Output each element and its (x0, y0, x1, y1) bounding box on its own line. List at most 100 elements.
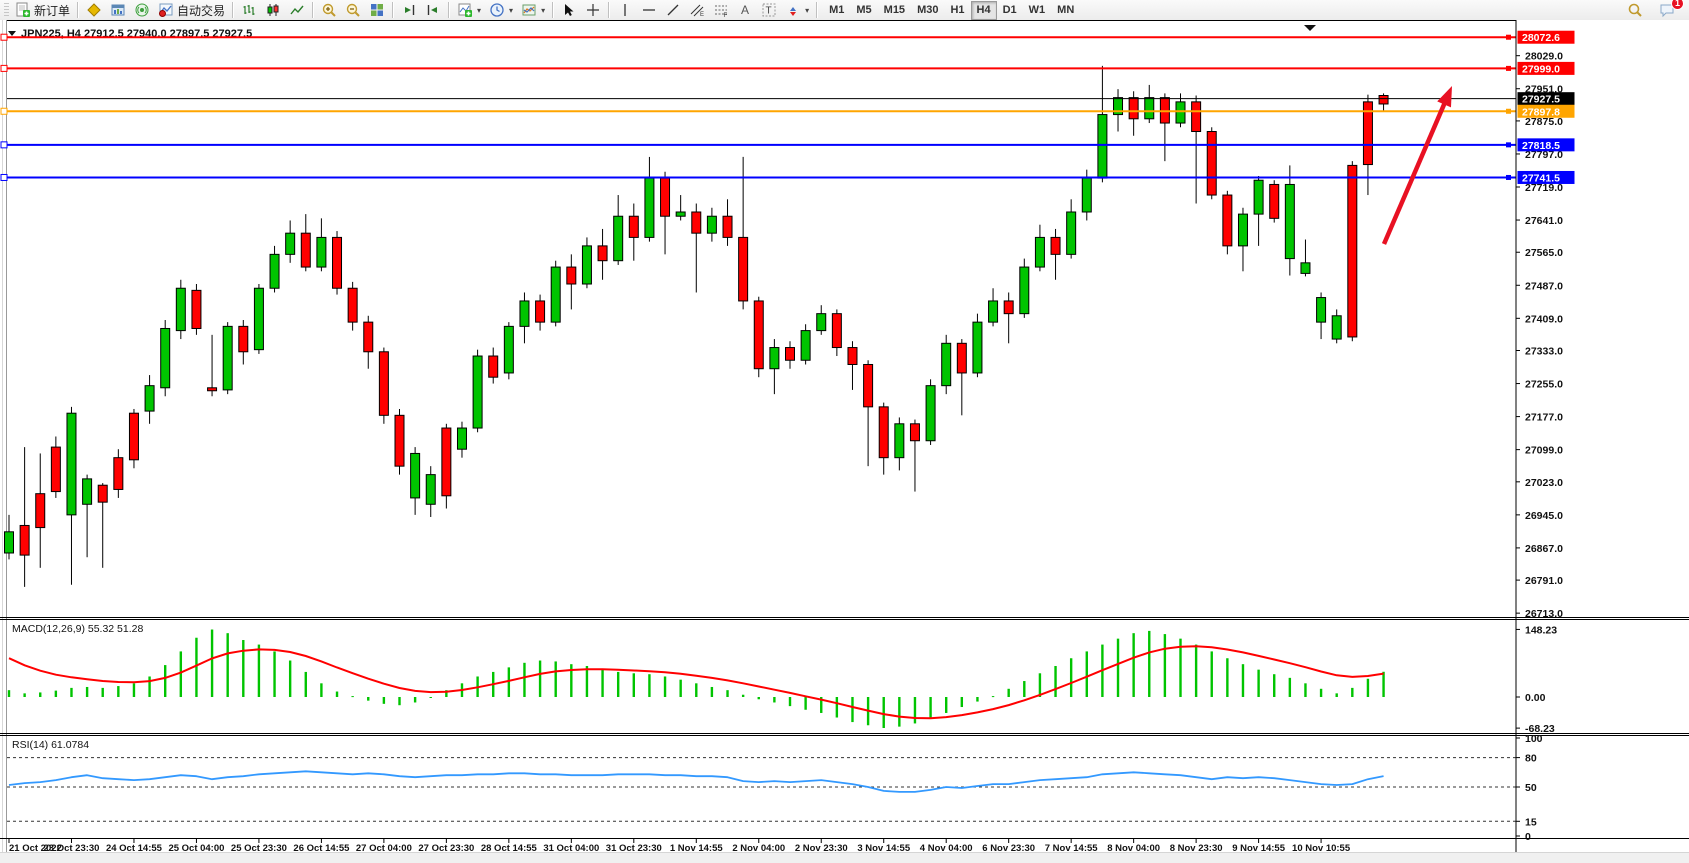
price-axis-tick: 27641.0 (1525, 215, 1563, 227)
channel-tool-button[interactable]: E (685, 0, 709, 20)
bull-candle (1284, 183, 1295, 260)
date-label: 25 Oct 23:30 (231, 843, 287, 854)
templates-button[interactable]: ▾ (517, 0, 549, 20)
annotation-arrow[interactable] (1381, 99, 1448, 245)
bull-candle (613, 215, 624, 262)
bear-candle (1222, 194, 1233, 247)
timeframe-mn[interactable]: MN (1057, 4, 1075, 16)
rsi-axis-tick: 15 (1525, 816, 1537, 828)
candles-chart-button[interactable] (261, 0, 285, 20)
dropdown-caret: ▾ (805, 5, 810, 15)
zoom-out-button[interactable] (341, 0, 365, 20)
text-tool-button[interactable]: A (733, 0, 757, 20)
signals-button[interactable] (130, 0, 154, 20)
bull-candle (456, 427, 467, 450)
hline-right-handle (1506, 65, 1511, 71)
notifications-button[interactable]: 1 (1655, 0, 1684, 20)
toolbar-grip[interactable] (4, 3, 9, 17)
price-axis-tick: 27333.0 (1525, 346, 1563, 358)
bear-candle (1347, 164, 1358, 338)
bear-candle (19, 524, 30, 556)
data-window-button[interactable] (106, 0, 130, 20)
timeframe-w1[interactable]: W1 (1028, 4, 1046, 16)
bull-candle (1237, 213, 1248, 247)
indicators-button[interactable]: ▾ (453, 0, 485, 20)
market-watch-button[interactable] (82, 0, 106, 20)
new-order-button[interactable]: 新订单 (11, 0, 74, 20)
hline-tool-button[interactable] (637, 0, 661, 20)
dropdown-caret: ▾ (509, 5, 514, 15)
candlestick-series (4, 65, 1389, 587)
timeframe-h4[interactable]: H4 (970, 0, 997, 20)
price-label-box (1517, 104, 1575, 118)
arrows-tool-button[interactable]: ▾ (781, 0, 813, 20)
timeframe-m30[interactable]: M30 (917, 4, 939, 16)
price-label-level: 27897.8 (1522, 106, 1560, 118)
bull-candle (644, 177, 655, 238)
timeframe-d1[interactable]: D1 (1002, 4, 1017, 16)
price-label-current-price: 27927.5 (1522, 94, 1560, 106)
zoom-in-button[interactable] (317, 0, 341, 20)
line-chart-button[interactable] (285, 0, 309, 20)
hline-left-handle (0, 173, 8, 181)
auto-scroll-button[interactable] (397, 0, 421, 20)
bear-candle (566, 266, 577, 285)
rsi-axis-tick: 100 (1525, 733, 1543, 745)
tile-windows-button[interactable] (365, 0, 389, 20)
price-axis-tick: 27797.0 (1525, 149, 1563, 161)
hline-right-handle (1506, 34, 1511, 40)
autotrading-button[interactable]: 自动交易 (154, 0, 229, 20)
periods-clock-icon (490, 3, 504, 17)
chart-shift-icon (427, 5, 438, 15)
bear-candle (1206, 131, 1217, 196)
bull-candle (581, 245, 592, 285)
vline-tool-button[interactable] (613, 0, 637, 20)
timeframe-m1[interactable]: M1 (829, 4, 845, 16)
bear-candle (332, 236, 343, 289)
fibonacci-tool-button[interactable]: F (709, 0, 733, 20)
price-label-box (1517, 138, 1575, 152)
bull-candle (316, 236, 327, 268)
bear-candle (691, 211, 702, 234)
chart-shift-button[interactable] (421, 0, 445, 20)
price-axis-tick: 27487.0 (1525, 280, 1563, 292)
bull-candle (82, 478, 93, 505)
trendline-tool-button[interactable] (661, 0, 685, 20)
bars-chart-icon (243, 5, 255, 15)
bull-candle (988, 300, 999, 323)
zoom-in-icon (322, 3, 336, 17)
timeframe-m15[interactable]: M15 (883, 4, 906, 16)
date-label: 21 Oct 2022 (9, 843, 62, 854)
separator (77, 2, 80, 18)
rsi-axis-tick: 80 (1525, 753, 1537, 765)
bull-candle (800, 330, 811, 361)
periods-button[interactable]: ▾ (485, 0, 517, 20)
bull-candle (160, 327, 171, 389)
search-icon (1628, 3, 1642, 17)
bull-candle (1081, 177, 1092, 213)
bear-candle (1050, 236, 1061, 255)
bull-candle (1097, 114, 1108, 179)
cursor-button[interactable] (557, 0, 581, 20)
date-label: 27 Oct 23:30 (418, 843, 474, 854)
bars-chart-button[interactable] (237, 0, 261, 20)
crosshair-button[interactable] (581, 0, 605, 20)
price-axis-tick: 27099.0 (1525, 445, 1563, 457)
bull-candle (894, 423, 905, 459)
hline-right-handle (1506, 174, 1511, 180)
bull-candle (941, 342, 952, 387)
bull-candle (1253, 179, 1264, 215)
date-label: 2 Nov 23:30 (795, 843, 848, 854)
chart-window[interactable]: JPN225, H4 27912.5 27940.0 27897.5 27927… (0, 20, 1689, 863)
bull-candle (925, 385, 936, 442)
bull-candle (1331, 315, 1342, 340)
search-button[interactable] (1623, 0, 1647, 20)
label-tool-button[interactable]: T (757, 0, 781, 20)
autotrading-icon (159, 3, 173, 17)
bear-candle (488, 355, 499, 378)
timeframe-m5[interactable]: M5 (856, 4, 872, 16)
timeframe-h1[interactable]: H1 (950, 4, 965, 16)
chart-canvas[interactable]: JPN225, H4 27912.5 27940.0 27897.5 27927… (0, 20, 1689, 863)
bear-candle (1128, 97, 1139, 120)
separator (392, 2, 395, 18)
